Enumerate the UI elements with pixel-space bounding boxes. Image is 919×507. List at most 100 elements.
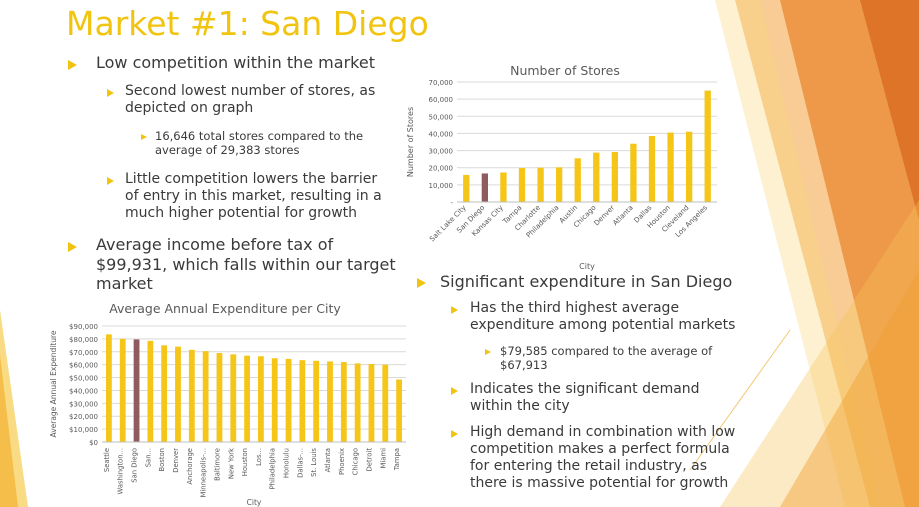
- bar-chicago: [593, 152, 600, 202]
- x-axis-label: City: [247, 498, 262, 507]
- bullet-perfect-formula: High demand in combination with low comp…: [470, 424, 736, 492]
- y-tick-label: $90,000: [69, 323, 98, 331]
- y-axis-label: Average Annual Expenditure: [49, 330, 58, 437]
- bar-charlotte: [537, 167, 544, 202]
- bar-tampa: [518, 168, 526, 202]
- bullet-low-competition: Low competition within the market: [96, 53, 375, 72]
- y-axis-label: Number of Stores: [406, 107, 415, 177]
- y-tick-label: 60,000: [429, 96, 454, 104]
- x-tick-label: Minneapolis-...: [200, 448, 208, 497]
- x-tick-label: Boston: [158, 448, 166, 472]
- bullet-arrow-icon: [451, 387, 458, 395]
- bar-new-york: [230, 354, 237, 442]
- bar-cleveland: [685, 131, 693, 202]
- y-tick-label: 50,000: [429, 113, 454, 121]
- bullet-arrow-icon: [107, 177, 114, 185]
- bar-minneapolis: [202, 351, 209, 442]
- y-tick-label: $20,000: [69, 413, 98, 421]
- bar-seattle: [106, 334, 112, 442]
- stores-chart-title: Number of Stores: [510, 63, 620, 78]
- x-tick-label: Washington...: [117, 448, 125, 494]
- x-tick-label: San Diego: [131, 448, 139, 483]
- x-tick-label: Seattle: [103, 448, 111, 472]
- bar-san-diego: [133, 339, 140, 442]
- bullet-arrow-icon: [141, 134, 147, 140]
- y-tick-label: $60,000: [69, 362, 98, 370]
- bar-kansas-city: [500, 172, 507, 202]
- x-tick-label: San...: [144, 448, 152, 467]
- bar-dallas: [648, 136, 656, 202]
- bullet-total-stores: 16,646 total stores compared to the aver…: [155, 129, 364, 158]
- bar-denver: [611, 151, 619, 202]
- bar-atlanta: [630, 143, 637, 202]
- x-tick-label: New York: [227, 448, 235, 479]
- expenditure-chart-title: Average Annual Expenditure per City: [109, 301, 341, 316]
- bullet-arrow-icon: [451, 430, 458, 438]
- x-tick-label: Atlanta: [611, 204, 634, 227]
- x-tick-label: St. Louis: [310, 448, 318, 477]
- x-tick-label: Honolulu: [283, 448, 291, 478]
- y-tick-label: -: [450, 199, 453, 207]
- y-tick-label: $40,000: [69, 387, 98, 395]
- y-tick-label: 70,000: [429, 79, 454, 87]
- bar-dallas: [299, 360, 306, 442]
- bullet-arrow-icon: [68, 60, 77, 70]
- bullet-average-income: Average income before tax of $99,931, wh…: [96, 235, 396, 294]
- slide-title: Market #1: San Diego: [66, 4, 429, 43]
- bullet-arrow-icon: [451, 306, 458, 314]
- y-tick-label: $70,000: [69, 349, 98, 357]
- bar-philadelphia: [271, 358, 278, 442]
- bullet-significant-expenditure: Significant expenditure in San Diego: [440, 272, 733, 291]
- x-tick-label: Philadelphia: [269, 448, 277, 489]
- y-tick-label: $30,000: [69, 400, 98, 408]
- bar-houston: [667, 132, 674, 202]
- bar-salt-lake-city: [463, 174, 470, 202]
- bar-honolulu: [285, 358, 292, 442]
- bar-tampa: [396, 379, 402, 442]
- bar-atlanta: [327, 361, 333, 442]
- bar-baltimore: [216, 353, 223, 442]
- bar-denver: [175, 346, 181, 442]
- bar-detroit: [368, 364, 375, 442]
- bar-miami: [382, 364, 389, 442]
- y-tick-label: $10,000: [69, 426, 98, 434]
- bar-boston: [161, 345, 168, 442]
- x-tick-label: Tampa: [393, 448, 401, 471]
- bar-st-louis: [313, 360, 320, 442]
- bar-austin: [574, 158, 581, 202]
- bullet-arrow-icon: [417, 278, 426, 288]
- stores-bar-chart: - 10,000 20,000 30,000 40,000 50,000 60,000 70,…: [406, 79, 717, 271]
- bullet-arrow-icon: [485, 349, 491, 355]
- bar-san-diego: [481, 173, 489, 202]
- bullet-barrier-of-entry: Little competition lowers the barrier of…: [125, 171, 382, 222]
- y-tick-label: 30,000: [429, 148, 454, 156]
- x-tick-label: Miami: [379, 448, 387, 469]
- y-tick-label: 40,000: [429, 130, 454, 138]
- x-tick-label: Phoenix: [338, 448, 346, 475]
- x-tick-label: Atlanta: [324, 448, 332, 472]
- bar-houston: [244, 355, 250, 442]
- x-tick-label: Baltimore: [213, 448, 221, 481]
- bar-chicago: [354, 363, 361, 442]
- bar-los-angeles: [704, 90, 711, 202]
- bar-los: [258, 356, 264, 442]
- y-tick-label: $80,000: [69, 336, 98, 344]
- x-tick-label: Anchorage: [186, 448, 194, 485]
- bullet-significant-demand: Indicates the significant demand within …: [470, 381, 700, 415]
- x-tick-label: Detroit: [365, 448, 373, 472]
- y-tick-label: 10,000: [429, 182, 454, 190]
- bullet-second-lowest-stores: Second lowest number of stores, as depic…: [125, 83, 376, 117]
- bar-phoenix: [340, 362, 347, 442]
- y-tick-label: $50,000: [69, 375, 98, 383]
- expenditure-bar-chart: $0 $10,000 $20,000 $30,000 $40,000 $50,000 $60…: [49, 323, 406, 507]
- x-tick-label: Dallas-...: [296, 448, 304, 478]
- x-tick-label: Denver: [172, 448, 180, 473]
- bar-washington: [119, 338, 126, 442]
- bullet-third-highest-expenditure: Has the third highest average expenditur…: [470, 300, 736, 334]
- x-tick-label: Chicago: [352, 448, 360, 475]
- bullet-expenditure-compared: $79,585 compared to the average of $67,9…: [500, 344, 713, 373]
- x-tick-label: Houston: [241, 448, 249, 476]
- bar-san: [147, 340, 154, 442]
- bar-philadelphia: [555, 167, 563, 202]
- y-tick-label: 20,000: [429, 165, 454, 173]
